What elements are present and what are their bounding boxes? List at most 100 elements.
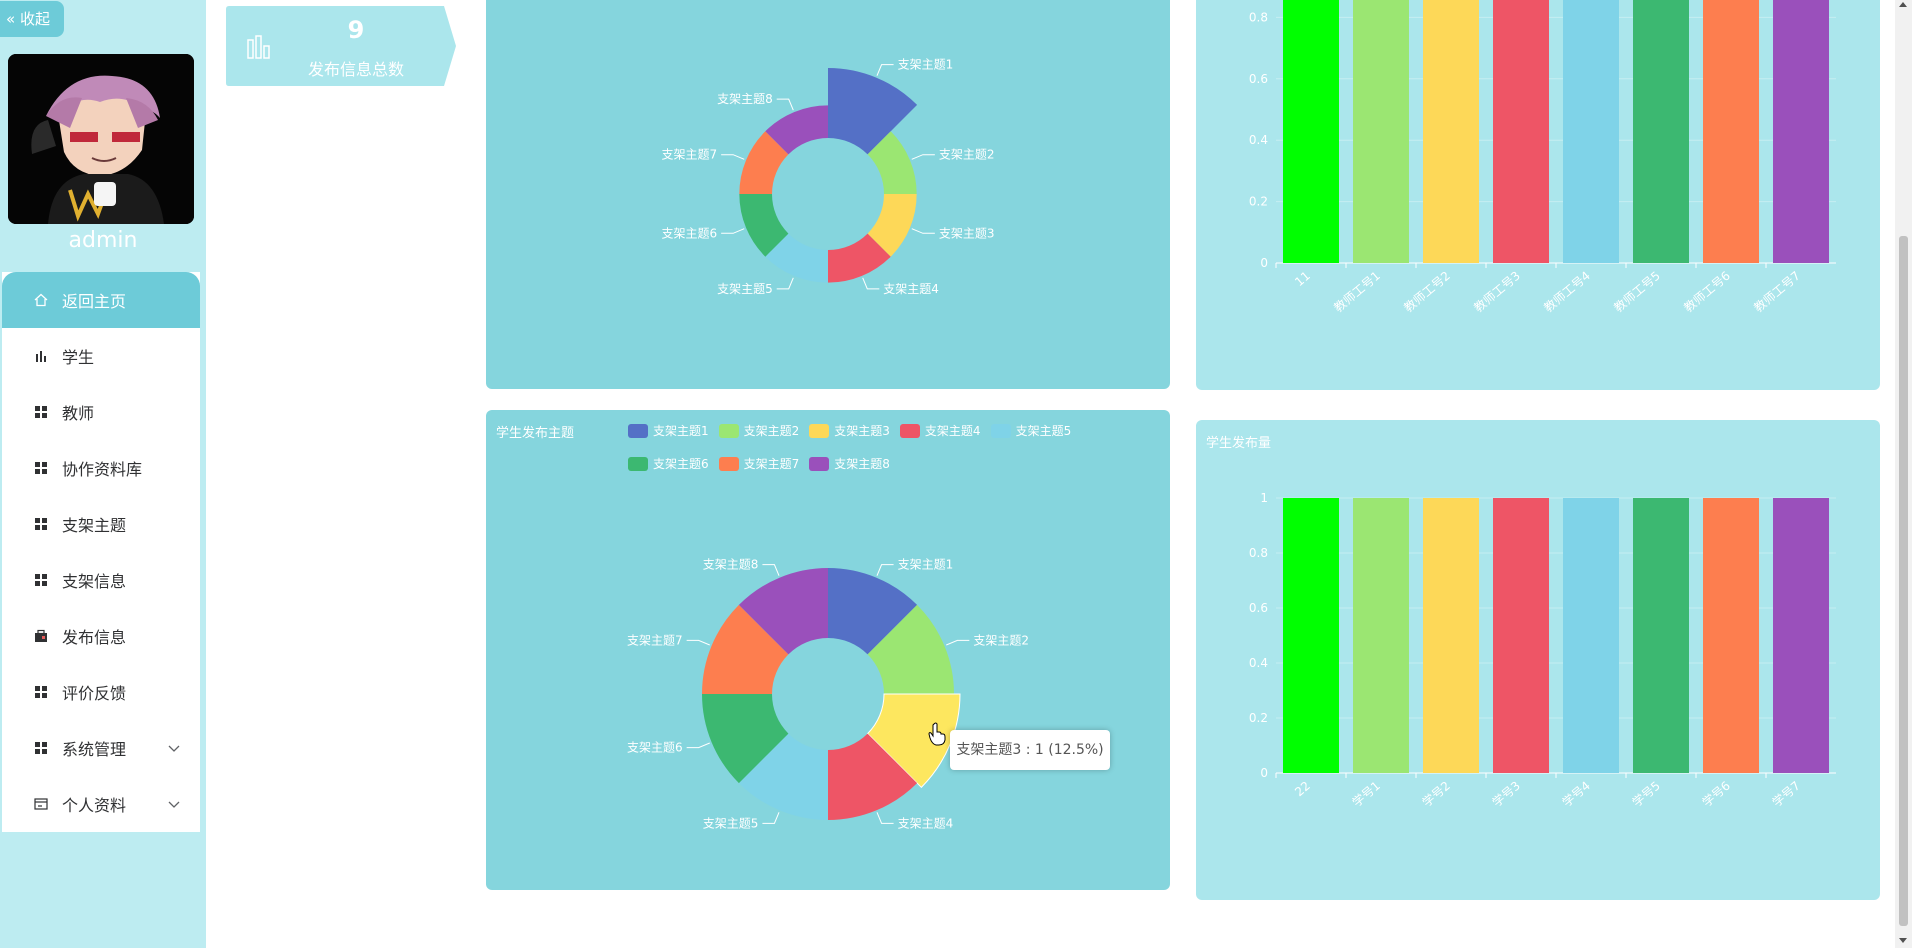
collapse-button[interactable]: « 收起 (0, 1, 64, 37)
legend-label: 支架主题8 (834, 457, 890, 471)
menu-item-students[interactable]: 学生 (2, 328, 200, 384)
bar[interactable] (1353, 498, 1409, 773)
bar[interactable] (1563, 0, 1619, 263)
teacher-bar-panel: 0 0.2 0.4 0.6 0.8 11 教师工号1 教师工号2 教师工号3 教师工号4 教师工号5… (1196, 0, 1880, 390)
sidebar: « 收起 admin (0, 0, 206, 948)
pie-slice[interactable] (765, 233, 828, 283)
x-tick-label: 教师工号2 (1401, 268, 1453, 315)
pie-slice[interactable] (738, 733, 828, 820)
legend-swatch (628, 423, 648, 438)
pie-slice[interactable] (702, 604, 789, 694)
pie-label-line (876, 812, 894, 824)
y-tick-label: 1 (1260, 491, 1268, 505)
bar[interactable] (1633, 0, 1689, 263)
legend-item[interactable]: 支架主题3 (809, 422, 890, 439)
bar[interactable] (1493, 0, 1549, 263)
bar[interactable] (1563, 498, 1619, 773)
bar[interactable] (1703, 0, 1759, 263)
bar[interactable] (1773, 0, 1829, 263)
page-scrollbar[interactable] (1895, 0, 1912, 948)
pie-label-line (911, 228, 935, 234)
legend-item[interactable]: 支架主题5 (990, 422, 1071, 439)
pie-label-line (721, 228, 745, 234)
menu-item-collab-library[interactable]: 协作资料库 (2, 440, 200, 496)
bar-chart-icon (247, 35, 270, 59)
menu-item-teachers[interactable]: 教师 (2, 384, 200, 440)
bar[interactable] (1703, 498, 1759, 773)
username: admin (68, 228, 138, 253)
teacher-bar-chart: 0 0.2 0.4 0.6 0.8 11 教师工号1 教师工号2 教师工号3 教师工号4 教师工号5… (1249, 0, 1836, 315)
legend-item[interactable]: 支架主题8 (809, 455, 890, 472)
stat-value: 9 (347, 16, 365, 44)
student-topic-pie-panel: 学生发布主题 支架主题1 支架主题2 支架主题3 支架主题4 支架主题5 支架主题6 支架主… (486, 410, 1170, 890)
x-tick-label: 教师工号6 (1681, 268, 1733, 315)
y-tick-label: 0.2 (1249, 195, 1268, 209)
y-tick-label: 0.4 (1249, 656, 1268, 670)
pie-label: 支架主题2 (939, 148, 995, 162)
grid-icon (34, 741, 48, 755)
legend-label: 支架主题2 (743, 424, 800, 438)
bar[interactable] (1283, 0, 1339, 263)
pie-slice[interactable] (828, 568, 918, 655)
pie-slice[interactable] (702, 694, 789, 784)
pie-slice[interactable] (867, 194, 917, 257)
menu-item-label: 个人资料 (62, 796, 127, 815)
menu-item-profile[interactable]: 个人资料 (2, 776, 200, 832)
pie-slice[interactable] (738, 568, 828, 655)
pie-slice[interactable] (765, 105, 828, 155)
scroll-down-arrow-icon[interactable] (1899, 938, 1907, 943)
menu-item-feedback[interactable]: 评价反馈 (2, 664, 200, 720)
scroll-up-arrow-icon[interactable] (1899, 2, 1907, 7)
student-bar-chart: 0 0.2 0.4 0.6 0.8 1 22 学号1 学号2 学号3 学号4 学号5 学号6 学号7 (1249, 491, 1836, 810)
menu-item-label: 支架信息 (62, 572, 127, 591)
bar[interactable] (1633, 498, 1689, 773)
y-tick-label: 0 (1260, 766, 1268, 780)
pie-label: 支架主题5 (717, 282, 773, 296)
legend-item[interactable]: 支架主题2 (718, 422, 800, 439)
legend-item[interactable]: 支架主题7 (718, 455, 799, 472)
pie-slice[interactable] (828, 233, 891, 283)
pie-slice[interactable] (828, 733, 918, 820)
scrollbar-thumb[interactable] (1899, 236, 1908, 926)
bar[interactable] (1423, 498, 1479, 773)
x-tick-label: 学号7 (1769, 778, 1803, 810)
legend-item[interactable]: 支架主题6 (628, 455, 709, 472)
card-icon (34, 797, 48, 811)
bar[interactable] (1283, 498, 1339, 773)
pie-slice[interactable] (866, 693, 961, 789)
menu-item-system-admin[interactable]: 系统管理 (2, 720, 200, 776)
pie-label-line (686, 639, 710, 646)
menu-item-publish-info[interactable]: 发布信息 (2, 608, 200, 664)
pie-slice[interactable] (867, 131, 917, 194)
grid-icon (34, 517, 48, 531)
pie-slice[interactable] (739, 194, 789, 257)
pie-slice[interactable] (828, 68, 918, 155)
menu-item-scaffold-info[interactable]: 支架信息 (2, 552, 200, 608)
bar[interactable] (1493, 498, 1549, 773)
bar[interactable] (1353, 0, 1409, 263)
student-bar-panel: 学生发布量 0 0.2 0.4 0.6 0.8 1 22 学号1 学号2 学号3 学号4 学号5 学号6… (1196, 420, 1880, 900)
legend-item[interactable]: 支架主题4 (899, 422, 981, 439)
pie-label: 支架主题1 (898, 558, 954, 572)
legend-label: 支架主题3 (834, 424, 890, 438)
pie-label-line (862, 277, 880, 290)
y-tick-label: 0.4 (1249, 133, 1268, 147)
pie-slice[interactable] (739, 131, 789, 194)
x-tick-label: 教师工号1 (1331, 268, 1383, 315)
menu-item-home[interactable]: 返回主页 (2, 272, 200, 328)
stat-card-background (226, 6, 456, 86)
bar[interactable] (1423, 0, 1479, 263)
bar[interactable] (1773, 498, 1829, 773)
menu-item-scaffold-topics[interactable]: 支架主题 (2, 496, 200, 552)
pie-label-line (721, 154, 745, 160)
menu-item-label: 协作资料库 (62, 460, 143, 479)
chevron-down-icon (168, 801, 180, 808)
hand-cursor-icon (928, 722, 946, 746)
legend-swatch (718, 423, 739, 438)
x-tick-label: 学号3 (1489, 778, 1523, 810)
legend-item[interactable]: 支架主题1 (628, 422, 709, 439)
pie-label-line (876, 564, 894, 576)
legend-swatch (990, 423, 1011, 438)
pie-slice[interactable] (867, 604, 954, 694)
